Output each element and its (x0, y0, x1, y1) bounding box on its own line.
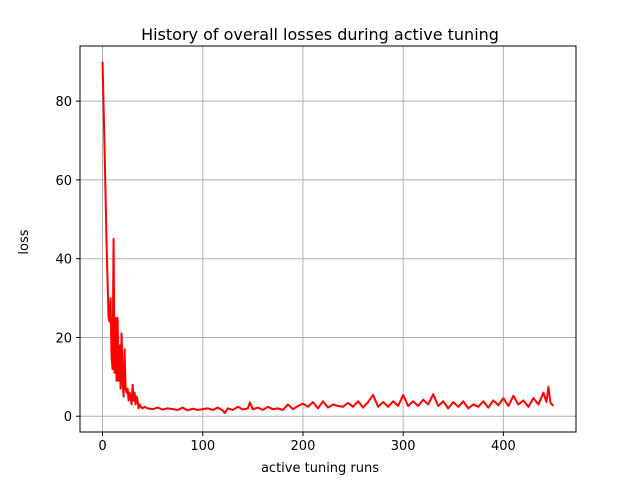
y-tick-label: 40 (55, 253, 72, 268)
y-axis-label: loss (17, 229, 32, 254)
x-tick-label: 400 (491, 439, 516, 454)
series-layer (101, 61, 555, 415)
y-tick-label: 0 (64, 410, 72, 425)
x-tick-label: 0 (98, 439, 106, 454)
y-tick-label: 80 (55, 95, 72, 110)
y-tick-label: 60 (55, 174, 72, 189)
plot-frame (79, 45, 577, 433)
x-tick-label: 300 (391, 439, 416, 454)
y-tick-label: 20 (55, 331, 72, 346)
x-tick-label: 200 (291, 439, 316, 454)
loss-series-line (101, 61, 555, 415)
chart-title: History of overall losses during active … (141, 25, 499, 44)
x-axis-label: active tuning runs (261, 461, 379, 476)
grid (80, 46, 576, 432)
x-tick-label: 100 (190, 439, 215, 454)
axis-ticks: 0 100 200 300 400 0 20 40 60 80 (55, 95, 515, 454)
